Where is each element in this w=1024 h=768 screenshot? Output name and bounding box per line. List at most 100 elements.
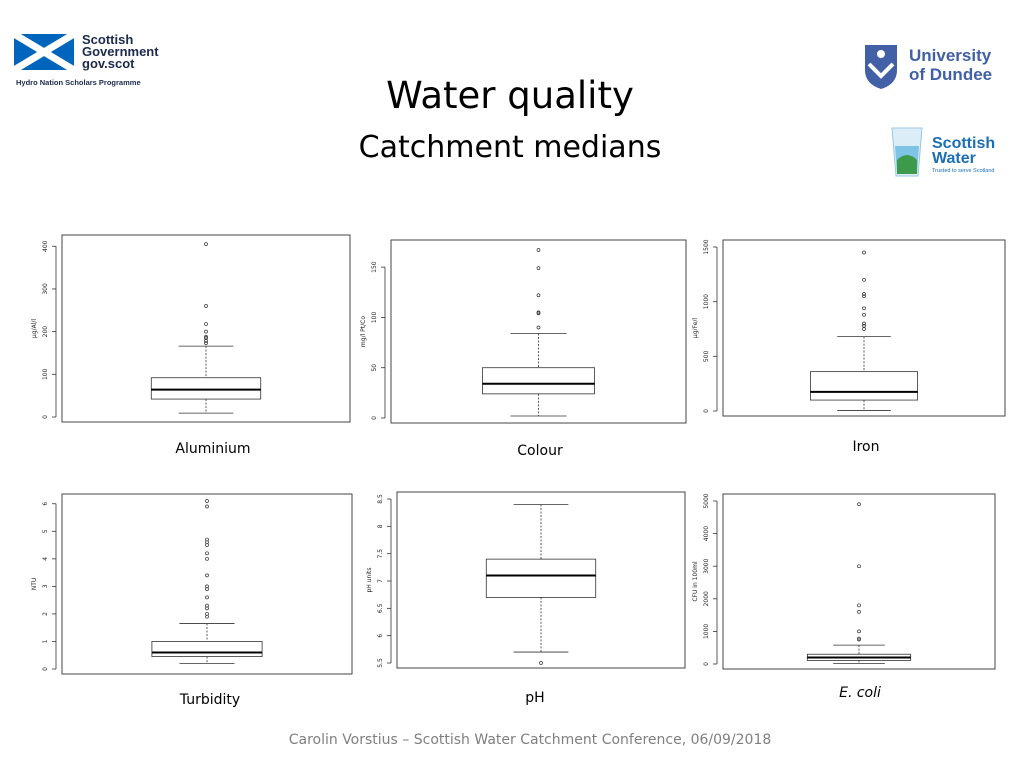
y-axis-label-turbidity: NTU bbox=[31, 578, 38, 591]
outlier-point-colour bbox=[536, 310, 541, 315]
y-tick-label-colour: 0 bbox=[371, 416, 378, 420]
y-tick-label-iron: 1000 bbox=[703, 294, 710, 309]
plot-frame-ph bbox=[396, 491, 686, 669]
water-glass-icon bbox=[891, 127, 923, 177]
outlier-point-iron bbox=[862, 312, 866, 317]
plot-frame-aluminium bbox=[61, 234, 351, 423]
outlier-point-iron bbox=[862, 277, 866, 282]
outlier-point-turbidity bbox=[205, 573, 209, 578]
y-tick-label-e-coli: 0 bbox=[703, 662, 710, 666]
y-tick-label-turbidity: 5 bbox=[42, 529, 49, 533]
y-tick-label-ph: 8.5 bbox=[377, 494, 384, 504]
outlier-point-iron bbox=[862, 306, 866, 311]
boxplot-e-coli: 0 1000 2000 3000 4000 5000 CFU in 100ml bbox=[692, 493, 996, 670]
y-tick-label-e-coli: 1000 bbox=[703, 624, 710, 639]
outlier-point-e-coli bbox=[857, 629, 861, 634]
outlier-point-e-coli bbox=[857, 636, 861, 641]
y-tick-label-turbidity: 1 bbox=[42, 639, 49, 643]
outlier-point-turbidity bbox=[205, 551, 209, 556]
y-tick-label-turbidity: 0 bbox=[42, 667, 49, 671]
y-tick-label-ph: 6.5 bbox=[377, 603, 384, 613]
outlier-point-e-coli bbox=[857, 603, 861, 608]
y-tick-label-e-coli: 4000 bbox=[703, 526, 710, 541]
y-tick-label-e-coli: 2000 bbox=[703, 591, 710, 606]
y-tick-label-aluminium: 300 bbox=[42, 283, 49, 295]
y-tick-label-turbidity: 3 bbox=[42, 584, 49, 588]
outlier-point-turbidity bbox=[205, 595, 209, 600]
plot-frame-e-coli bbox=[722, 493, 996, 670]
outlier-point-e-coli bbox=[857, 564, 861, 569]
outlier-point-aluminium bbox=[204, 329, 208, 334]
boxplot-aluminium: 0 100 200 300 400 µg/Al/l bbox=[31, 234, 351, 423]
scottish-water-logo: Scottish Water Trusted to serve Scotland bbox=[886, 124, 1016, 180]
caption-e-coli: E. coli bbox=[839, 685, 881, 701]
footer-credit: Carolin Vorstius – Scottish Water Catchm… bbox=[288, 732, 772, 748]
boxplot-ph: 5.5 6 6.5 7 7.5 8 8.5 pH units bbox=[366, 491, 686, 669]
y-axis-label-e-coli: CFU in 100ml bbox=[692, 561, 699, 602]
y-tick-label-aluminium: 400 bbox=[42, 240, 49, 252]
outlier-point-turbidity bbox=[205, 612, 209, 616]
y-tick-label-e-coli: 3000 bbox=[703, 558, 710, 573]
outlier-point-iron bbox=[862, 321, 866, 326]
y-tick-label-colour: 100 bbox=[371, 312, 378, 324]
y-axis-label-iron: µg/Fe/l bbox=[692, 318, 699, 338]
outlier-point-e-coli bbox=[857, 609, 861, 614]
scottish-water-tagline: Trusted to serve Scotland bbox=[932, 168, 995, 174]
boxplot-colour: 0 50 100 150 mg/l Pt/Co bbox=[360, 239, 687, 424]
y-tick-label-iron: 0 bbox=[703, 409, 710, 413]
caption-colour: Colour bbox=[517, 443, 563, 459]
y-tick-label-ph: 6 bbox=[377, 634, 384, 638]
outlier-point-iron bbox=[862, 323, 866, 328]
plot-frame-colour bbox=[390, 239, 687, 424]
scotgov-wordmark: Scottish Government gov.scot bbox=[82, 32, 159, 71]
outlier-point-aluminium bbox=[204, 341, 208, 346]
iqr-box-aluminium bbox=[150, 377, 262, 400]
y-tick-label-iron: 500 bbox=[703, 350, 710, 362]
outlier-point-turbidity bbox=[205, 504, 209, 509]
outlier-point-aluminium bbox=[204, 336, 208, 340]
outlier-point-colour bbox=[536, 248, 541, 252]
outlier-point-colour bbox=[536, 293, 541, 298]
university-of-dundee-logo: University of Dundee bbox=[862, 42, 1012, 94]
iqr-box-colour bbox=[482, 367, 595, 395]
dundee-shield-icon bbox=[865, 45, 897, 89]
y-tick-label-colour: 150 bbox=[371, 261, 378, 273]
y-tick-label-ph: 8 bbox=[377, 524, 384, 528]
outlier-point-iron bbox=[862, 294, 866, 299]
outlier-point-turbidity bbox=[205, 499, 209, 503]
y-tick-label-colour: 50 bbox=[371, 364, 378, 372]
y-tick-label-aluminium: 0 bbox=[42, 415, 49, 419]
iqr-box-ph bbox=[485, 558, 597, 598]
boxplot-iron: 0 500 1000 1500 µg/Fe/l bbox=[692, 239, 1006, 417]
iqr-box-iron bbox=[810, 371, 918, 401]
y-tick-label-e-coli: 5000 bbox=[703, 493, 710, 508]
caption-ph: pH bbox=[525, 690, 545, 706]
outlier-point-aluminium bbox=[204, 322, 208, 326]
outlier-point-iron bbox=[862, 292, 866, 296]
outlier-point-ph bbox=[539, 661, 543, 665]
caption-aluminium: Aluminium bbox=[175, 441, 251, 457]
scottish-water-wordmark: Scottish Water bbox=[932, 135, 996, 167]
plot-frame-iron bbox=[722, 239, 1006, 417]
scottish-government-logo: Scottish Government gov.scot Hydro Natio… bbox=[12, 32, 182, 92]
y-tick-label-aluminium: 100 bbox=[42, 368, 49, 380]
y-axis-label-aluminium: µg/Al/l bbox=[31, 319, 38, 338]
outlier-point-colour bbox=[536, 325, 541, 330]
outlier-point-aluminium bbox=[204, 304, 208, 308]
y-tick-label-ph: 7 bbox=[377, 579, 384, 583]
outlier-point-iron bbox=[862, 327, 866, 331]
y-tick-label-ph: 7.5 bbox=[377, 549, 384, 559]
iqr-box-turbidity bbox=[151, 641, 263, 658]
y-tick-label-aluminium: 200 bbox=[42, 326, 49, 338]
saltire-flag-icon bbox=[14, 34, 74, 70]
outlier-point-aluminium bbox=[204, 334, 208, 339]
plot-frame-turbidity bbox=[61, 493, 353, 675]
hydro-nation-label: Hydro Nation Scholars Programme bbox=[16, 78, 141, 87]
outlier-point-turbidity bbox=[205, 603, 209, 608]
page-title: Water quality bbox=[386, 74, 634, 117]
outlier-point-iron bbox=[862, 250, 866, 255]
caption-iron: Iron bbox=[852, 439, 880, 455]
y-tick-label-ph: 5.5 bbox=[377, 658, 384, 668]
dundee-wordmark: University of Dundee bbox=[909, 46, 993, 84]
y-tick-label-iron: 1500 bbox=[703, 239, 710, 254]
